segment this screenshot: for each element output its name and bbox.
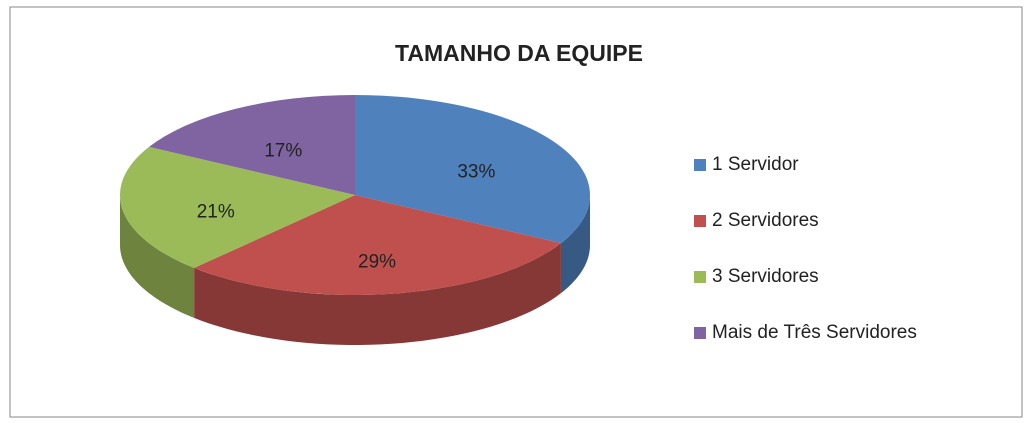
pie-slice-side — [120, 195, 195, 318]
legend-swatch — [694, 271, 706, 283]
legend-label: 3 Servidores — [712, 266, 819, 287]
chart-title: TAMANHO DA EQUIPE — [395, 40, 643, 66]
legend-label: Mais de Três Servidores — [712, 322, 917, 343]
legend-swatch — [694, 215, 706, 227]
data-label: 29% — [358, 251, 396, 272]
data-label: 33% — [457, 161, 495, 182]
data-label: 17% — [264, 140, 302, 161]
legend-label: 1 Servidor — [712, 154, 799, 175]
legend-label: 2 Servidores — [712, 210, 819, 231]
pie-slice-side — [194, 243, 561, 345]
data-label: 21% — [197, 201, 235, 222]
pie-slice — [355, 95, 590, 244]
legend-swatch — [694, 327, 706, 339]
pie-slice-side — [560, 195, 590, 294]
legend-swatch — [694, 159, 706, 171]
pie-slice — [194, 195, 561, 295]
pie-slice — [149, 95, 355, 195]
pie-slice — [120, 146, 356, 268]
